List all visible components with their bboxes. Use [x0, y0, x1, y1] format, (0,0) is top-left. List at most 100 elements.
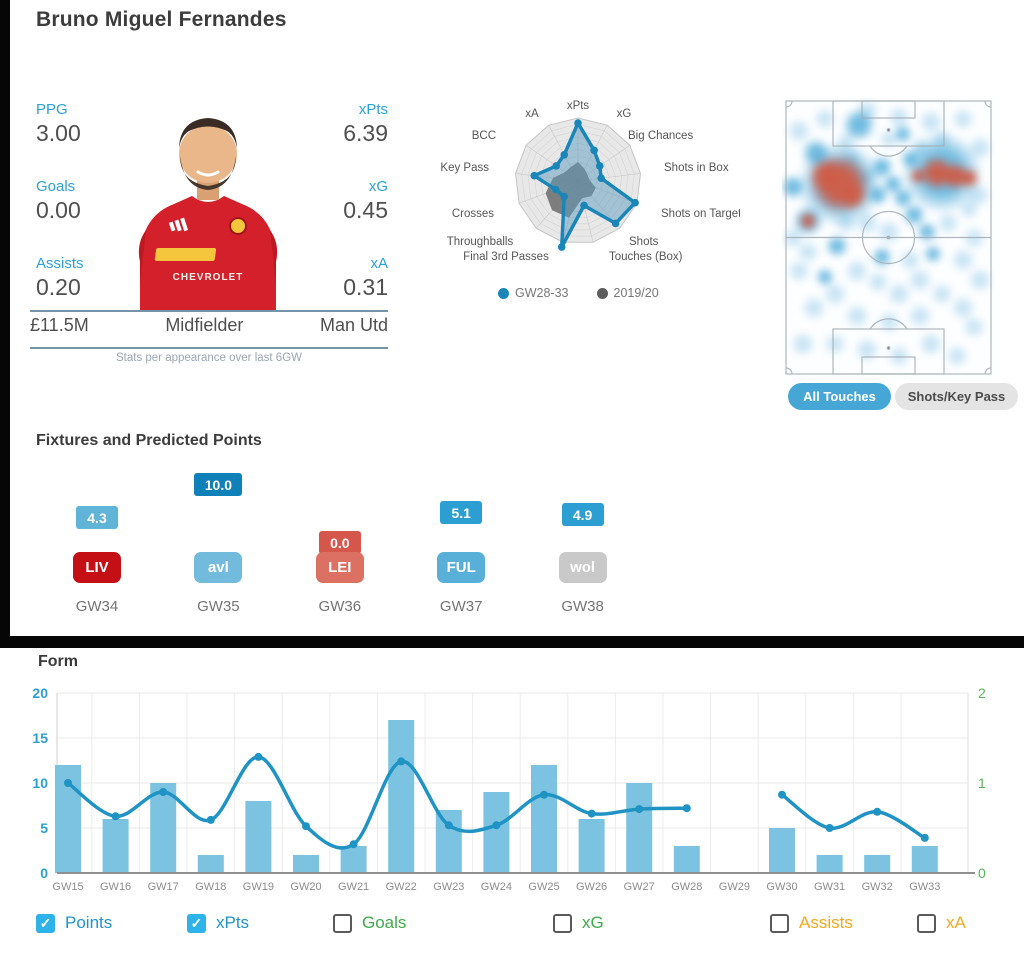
- shots-key-pass-button[interactable]: Shots/Key Pass: [895, 383, 1018, 410]
- heat-blob-light: [824, 333, 847, 356]
- legend-label: xG: [582, 913, 604, 932]
- stat-value: 6.39: [343, 120, 388, 146]
- player-photo: CHEVROLET: [138, 118, 278, 312]
- y-axis-tick-left: 0: [40, 865, 48, 881]
- heat-blob-red: [837, 180, 868, 211]
- player-price: £11.5M: [30, 315, 89, 335]
- heat-blob-light: [844, 259, 869, 284]
- x-axis-tick: GW32: [862, 881, 893, 893]
- divider-line-bottom: [30, 347, 388, 349]
- xpts-point: [159, 788, 168, 796]
- page-title: Bruno Miguel Fernandes: [36, 8, 287, 31]
- legend-label: xA: [946, 913, 966, 932]
- heat-blob-blue: [900, 149, 919, 168]
- heat-blob-light: [898, 248, 921, 271]
- heat-blob-light: [791, 332, 816, 357]
- player-info-row: £11.5M Midfielder Man Utd: [30, 315, 388, 336]
- radar-vertex-dot: [574, 119, 582, 127]
- points-bar: [150, 783, 177, 873]
- all-touches-button[interactable]: All Touches: [788, 383, 891, 410]
- heat-blob-blue: [916, 221, 937, 242]
- touch-heatmap: [782, 97, 995, 378]
- fixture-gameweek-label: GW38: [561, 598, 604, 615]
- xpts-point: [873, 807, 882, 816]
- xpts-line-path: [780, 792, 927, 840]
- points-bar: [245, 801, 272, 873]
- fixture-points-badge: 4.3: [76, 506, 118, 529]
- heat-blob-light: [937, 212, 960, 235]
- checkbox-unchecked[interactable]: [917, 913, 936, 933]
- radar-vertex-dot: [631, 198, 639, 207]
- heat-blob-light: [968, 267, 993, 292]
- heat-blob-light: [908, 267, 933, 292]
- xpts-point: [111, 812, 120, 821]
- checkbox-unchecked[interactable]: [770, 913, 789, 933]
- x-axis-tick: GW24: [481, 881, 512, 893]
- heat-blob-blue: [782, 174, 805, 199]
- heat-blob-blue: [867, 185, 888, 206]
- stat-xpts: xPts 6.39: [240, 101, 388, 145]
- stat-label: Goals: [36, 178, 76, 195]
- legend-checkbox-assists[interactable]: Assists: [770, 913, 853, 933]
- x-axis-tick: GW20: [290, 881, 321, 893]
- x-axis-tick: GW22: [386, 881, 417, 893]
- legend-checkbox-xg[interactable]: xG: [553, 913, 604, 933]
- stat-value: 3.00: [36, 120, 81, 146]
- checkbox-unchecked[interactable]: [553, 913, 572, 933]
- legend-checkbox-points[interactable]: ✓ Points: [36, 913, 112, 933]
- heat-blob-light: [945, 344, 968, 367]
- heat-blob-blue: [842, 109, 875, 142]
- x-axis-tick: GW26: [576, 881, 607, 893]
- x-axis-tick: GW28: [671, 881, 702, 893]
- legend-checkbox-xpts[interactable]: ✓ xPts: [187, 913, 249, 933]
- heat-blob-light: [801, 295, 826, 320]
- xpts-point: [444, 821, 453, 830]
- radar-legend-item-gw28-33[interactable]: GW28-33: [498, 286, 569, 300]
- xpts-line: [64, 752, 929, 850]
- xpts-point: [920, 833, 929, 842]
- stat-label: xPts: [358, 101, 388, 118]
- xpts-point: [302, 822, 310, 831]
- heat-blob-red: [959, 168, 980, 189]
- x-axis-tick: GW33: [909, 881, 940, 893]
- points-bar: [769, 828, 795, 873]
- radar-vertex-dot: [597, 174, 605, 182]
- legend-label: 2019/20: [613, 286, 659, 300]
- x-axis-tick: GW30: [766, 881, 797, 893]
- stat-xa: xA 0.31: [240, 255, 388, 299]
- checkbox-unchecked[interactable]: [333, 913, 352, 933]
- legend-label: Assists: [799, 913, 853, 932]
- y-axis-tick-left: 10: [32, 775, 48, 791]
- radar-vertex-dot: [580, 201, 588, 210]
- y-axis-tick-left: 5: [40, 820, 48, 836]
- legend-dot-blue: [498, 287, 509, 299]
- fixture-gameweek-label: GW36: [318, 598, 362, 615]
- form-title: Form: [38, 653, 78, 670]
- radar-legend: GW28-33 2019/20: [498, 286, 659, 300]
- checkbox-checked[interactable]: ✓: [36, 913, 55, 933]
- heatmap-blobs: [782, 97, 995, 378]
- legend-checkbox-xa[interactable]: xA: [917, 913, 966, 933]
- heat-blob-blue: [894, 124, 913, 143]
- stat-value: 0.20: [36, 274, 81, 300]
- radar-axis-label: Throughballs: [447, 236, 514, 248]
- radar-legend-item-2019-20[interactable]: 2019/20: [596, 286, 659, 300]
- xpts-point: [64, 779, 72, 787]
- heat-blob-light: [908, 304, 933, 329]
- heat-blob-red: [798, 211, 817, 230]
- xpts-point: [682, 804, 691, 813]
- fixture-opponent-badge: avl: [194, 552, 243, 583]
- x-axis-tick: GW27: [624, 881, 655, 893]
- heat-blob-light: [876, 219, 901, 244]
- radar-vertex-dot: [611, 219, 620, 228]
- legend-checkbox-goals[interactable]: Goals: [333, 913, 406, 933]
- stat-label: xA: [370, 255, 388, 272]
- xpts-point: [540, 790, 548, 799]
- xpts-point: [206, 815, 215, 824]
- checkbox-checked[interactable]: ✓: [187, 913, 206, 933]
- heat-blob-light: [788, 260, 811, 283]
- x-axis-tick: GW15: [52, 881, 83, 893]
- stat-label: PPG: [36, 101, 68, 118]
- radar-vertex-dot: [530, 171, 539, 180]
- x-axis-tick: GW31: [814, 881, 845, 893]
